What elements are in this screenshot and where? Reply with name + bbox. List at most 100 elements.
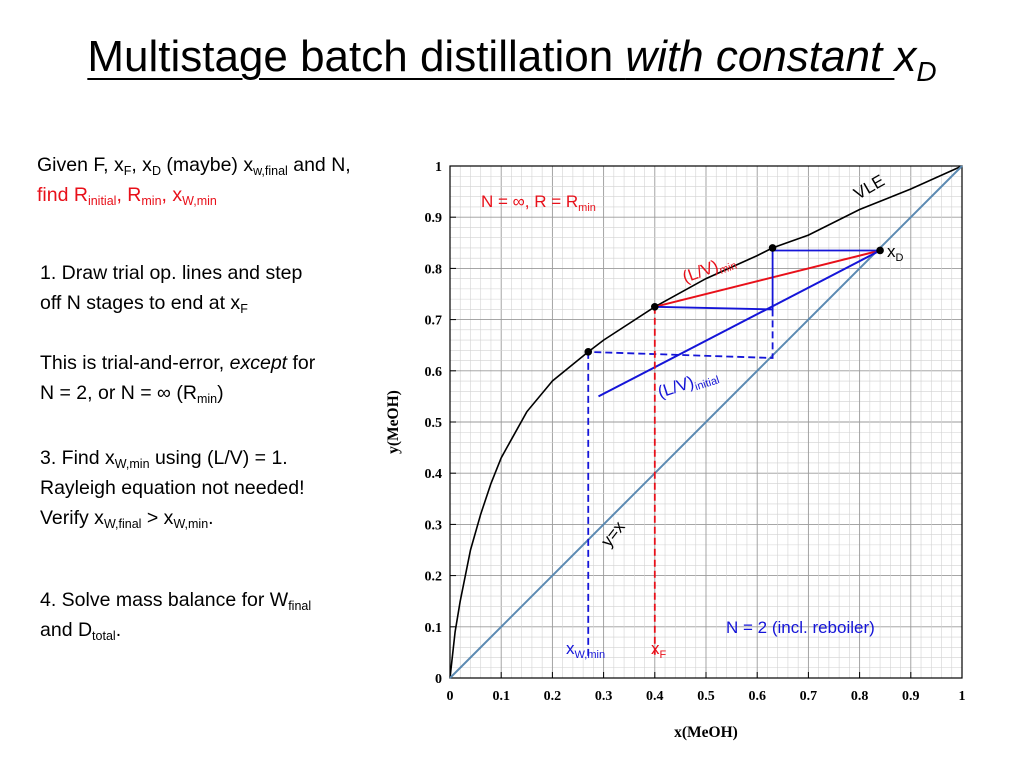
n-infinity-sub: min	[578, 202, 596, 214]
trial-text: )	[217, 382, 224, 404]
lv-min-label: (L/V)min	[680, 250, 739, 289]
chart-grid	[450, 166, 962, 678]
step-sub: W,final	[103, 517, 142, 531]
title-var: x	[894, 32, 917, 81]
axis-ticks: 0 0.1 0.2 0.3 0.4 0.5 0.6 0.7 0.8 0.9 1 0 0.1 0.2 0.3 0…	[425, 160, 966, 704]
y-tick-label: 0.2	[425, 570, 443, 585]
given-sub: initial	[87, 194, 117, 208]
step-text: .	[115, 619, 122, 641]
step-text: > x	[141, 507, 174, 529]
n-infinity-label: N = ∞, R = Rmin	[481, 192, 596, 214]
x-tick-label: 0.5	[697, 689, 715, 704]
xd-text: x	[887, 242, 896, 261]
step-text: .	[208, 507, 214, 529]
step-text: and D	[40, 619, 93, 641]
given-text: Given F, x	[37, 154, 124, 176]
y-tick-label: 0.6	[425, 365, 443, 380]
given-sub: min	[141, 194, 162, 208]
step-text: using (L/V) = 1.	[149, 447, 288, 469]
trial-line-2: N = 2, or N = ∞ (Rmin)	[40, 378, 315, 408]
lv-min-sub: min	[718, 260, 739, 277]
step-1: 1. Draw trial op. lines and step off N s…	[40, 258, 302, 318]
y-axis-label: y(MeOH)	[385, 390, 402, 454]
step-1-line-2: off N stages to end at xF	[40, 288, 302, 318]
xf-label: xF	[651, 639, 667, 661]
vle-label: VLE	[851, 171, 888, 204]
step-4: 4. Solve mass balance for Wfinal and Dto…	[40, 585, 311, 645]
step-text: off N stages to end at x	[40, 292, 241, 314]
y-tick-label: 1	[435, 160, 442, 175]
step-4-line-1: 4. Solve mass balance for Wfinal	[40, 585, 311, 615]
y-tick-label: 0	[435, 672, 442, 687]
step-3-line-1: 3. Find xW,min using (L/V) = 1.	[40, 443, 305, 473]
x-tick-label: 0.1	[492, 689, 510, 704]
y-tick-label: 0.5	[425, 416, 443, 431]
given-sub: D	[151, 164, 161, 178]
y-tick-label: 0.7	[425, 314, 443, 329]
given-line-2: find Rinitial, Rmin, xW,min	[37, 180, 351, 210]
y-tick-label: 0.3	[425, 518, 443, 533]
step-sub: final	[288, 599, 312, 613]
step-text: 4. Solve mass balance for W	[40, 589, 289, 611]
data-point	[876, 246, 884, 255]
trial-text: This is trial-and-error,	[40, 352, 230, 374]
slide-title: Multistage batch distillation with const…	[0, 28, 1024, 101]
xf-sub: F	[660, 649, 667, 661]
given-line-1: Given F, xF, xD (maybe) xw,final and N,	[37, 150, 351, 180]
chart-points	[584, 244, 884, 356]
y-tick-label: 0.1	[425, 621, 443, 636]
step-3: 3. Find xW,min using (L/V) = 1. Rayleigh…	[40, 443, 305, 533]
trial-note: This is trial-and-error, except for N = …	[40, 348, 315, 408]
step-3-line-2: Rayleigh equation not needed!	[40, 477, 305, 499]
x-tick-label: 0.9	[902, 689, 920, 704]
step-sub: W,min	[173, 517, 209, 531]
x-tick-label: 0	[447, 689, 454, 704]
step-4-line-2: and Dtotal.	[40, 615, 311, 645]
x-tick-label: 0.6	[748, 689, 766, 704]
given-text: , x	[131, 154, 152, 176]
operating-line-initial	[598, 249, 881, 398]
x-tick-label: 1	[959, 689, 966, 704]
x-tick-label: 0.7	[800, 689, 818, 704]
xw-min-text: x	[566, 639, 575, 658]
given-text: , R	[116, 184, 142, 206]
step-text: Verify x	[40, 507, 104, 529]
given-sub: w,final	[253, 164, 288, 178]
trial-text: for	[287, 352, 316, 374]
lv-initial-sub: initial	[693, 374, 721, 393]
xd-sub: D	[896, 252, 904, 264]
y-tick-label: 0.9	[425, 211, 443, 226]
step-sub: F	[240, 302, 248, 316]
lv-initial-text: (L/V)	[655, 372, 696, 401]
stage-step-solid	[654, 249, 881, 311]
trial-text: N = 2, or N = ∞ (R	[40, 382, 197, 404]
x-tick-label: 0.4	[646, 689, 664, 704]
xd-label: xD	[887, 242, 904, 264]
operating-line-min	[654, 249, 881, 308]
trial-italic: except	[229, 352, 288, 374]
y-tick-label: 0.4	[425, 467, 443, 482]
given-sub: F	[123, 164, 132, 178]
trial-line-1: This is trial-and-error, except for	[40, 348, 315, 378]
title-main: Multistage batch distillation	[87, 32, 626, 81]
xw-min-sub: W,min	[575, 649, 606, 661]
step-sub: total	[92, 629, 116, 643]
stage-step-dashed	[588, 309, 774, 359]
given-block: Given F, xF, xD (maybe) xw,final and N, …	[37, 150, 351, 210]
n-infinity-text: N = ∞, R = R	[481, 192, 578, 211]
step-3-line-3: Verify xW,final > xW,min.	[40, 503, 305, 533]
trial-sub: min	[196, 392, 218, 406]
data-point	[768, 244, 777, 252]
given-text: find R	[37, 184, 88, 206]
given-text: (maybe) x	[160, 154, 254, 176]
given-text: , x	[161, 184, 183, 206]
x-tick-label: 0.8	[851, 689, 869, 704]
y-tick-label: 0.8	[425, 262, 443, 277]
xw-min-label: xW,min	[566, 639, 605, 661]
x-axis-label: x(MeOH)	[674, 724, 738, 741]
data-point	[584, 348, 593, 356]
title-italic: with constant	[625, 32, 895, 81]
title-var-sub: D	[916, 56, 937, 87]
n2-label: N = 2 (incl. reboiler)	[726, 618, 875, 637]
